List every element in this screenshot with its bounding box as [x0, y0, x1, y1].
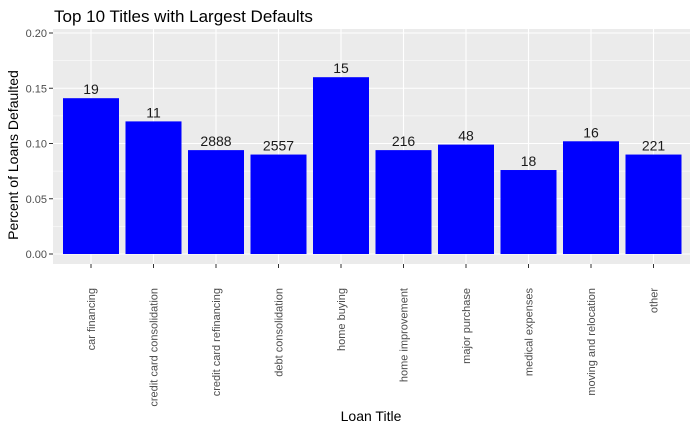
data-label: 18 [521, 153, 537, 169]
chart-title: Top 10 Titles with Largest Defaults [54, 7, 313, 26]
data-labels: 19 11 2888 2557 15 216 48 18 16 221 [83, 60, 665, 169]
bar [563, 141, 619, 254]
x-tick-label: car financing [86, 288, 98, 350]
y-tick-label: 0.15 [26, 83, 47, 95]
bar [125, 121, 182, 255]
data-label: 216 [392, 133, 416, 149]
x-axis: car financing credit card consolidation cr… [86, 264, 661, 407]
data-label: 221 [642, 138, 666, 154]
x-tick-label: other [649, 288, 661, 313]
x-tick-label: home buying [336, 288, 348, 351]
bar [313, 77, 369, 254]
bar [500, 170, 557, 254]
x-tick-label: credit card consolidation [149, 288, 161, 407]
data-label: 48 [458, 128, 474, 144]
data-label: 11 [146, 104, 161, 120]
bar [188, 150, 244, 254]
bar [375, 150, 432, 254]
x-axis-title: Loan Title [341, 408, 402, 424]
bar [63, 98, 119, 254]
data-label: 16 [583, 124, 599, 140]
x-tick-label: major purchase [461, 288, 473, 364]
y-tick-label: 0.05 [26, 194, 47, 206]
bar [625, 154, 682, 254]
x-tick-label: moving and relocation [586, 288, 598, 396]
x-tick-label: credit card refinancing [211, 288, 223, 396]
bar [438, 144, 494, 254]
data-label: 19 [83, 81, 99, 97]
x-tick-label: debt consolidation [274, 288, 286, 377]
y-tick-label: 0.20 [26, 28, 47, 40]
x-tick-label: home improvement [399, 288, 411, 382]
y-axis-title: Percent of Loans Defaulted [5, 70, 21, 240]
data-label: 2557 [263, 138, 294, 154]
data-label: 2888 [200, 133, 231, 149]
y-axis: 0.00 0.05 0.10 0.15 0.20 [26, 28, 53, 261]
data-label: 15 [333, 60, 349, 76]
y-tick-label: 0.10 [26, 139, 47, 151]
x-tick-label: medical expenses [524, 288, 536, 377]
bars [63, 77, 682, 255]
y-tick-label: 0.00 [26, 249, 47, 261]
bar [250, 154, 307, 254]
